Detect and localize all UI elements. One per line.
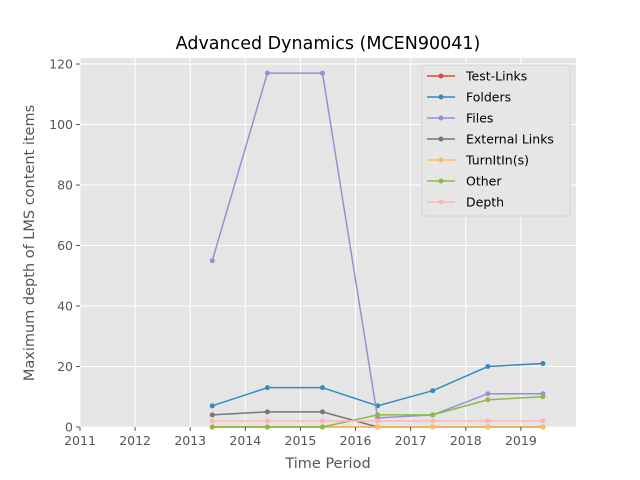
- data-point-depth: [319, 418, 325, 424]
- x-tick-label: 2019: [505, 433, 537, 448]
- data-point-folders: [264, 385, 270, 391]
- data-point-turnitin-s: [485, 424, 491, 430]
- data-point-other: [540, 394, 546, 400]
- legend-label: Other: [466, 174, 502, 189]
- data-point-depth: [264, 418, 270, 424]
- data-point-files: [485, 391, 491, 397]
- legend-swatch-marker: [438, 115, 444, 121]
- y-tick-label: 40: [57, 299, 73, 314]
- data-point-depth: [375, 418, 381, 424]
- legend-label: Test-Links: [465, 69, 527, 84]
- data-point-files: [209, 258, 215, 264]
- legend-swatch-marker: [438, 178, 444, 184]
- data-point-depth: [540, 418, 546, 424]
- legend-label: TurnItIn(s): [465, 153, 529, 168]
- legend-swatch-marker: [438, 73, 444, 79]
- data-point-external-links: [209, 412, 215, 418]
- legend-swatch-marker: [438, 157, 444, 163]
- legend-item-external-links: External Links: [427, 132, 554, 147]
- data-point-depth: [485, 418, 491, 424]
- x-tick-label: 2011: [64, 433, 96, 448]
- data-point-other: [430, 412, 436, 418]
- x-tick-label: 2017: [395, 433, 427, 448]
- legend-item-files: Files: [427, 111, 493, 126]
- x-tick-label: 2018: [450, 433, 482, 448]
- series-group: [209, 70, 546, 430]
- data-point-folders: [430, 388, 436, 394]
- y-tick-label: 60: [57, 238, 73, 253]
- x-tick-label: 2013: [174, 433, 206, 448]
- data-point-other: [209, 424, 215, 430]
- legend-item-turnitin-s: TurnItIn(s): [427, 153, 529, 168]
- x-tick-label: 2014: [229, 433, 261, 448]
- data-point-other: [485, 397, 491, 403]
- y-tick-label: 100: [49, 117, 73, 132]
- chart-title: Advanced Dynamics (MCEN90041): [176, 34, 481, 54]
- legend-item-other: Other: [427, 174, 502, 189]
- data-point-files: [319, 70, 325, 76]
- data-point-external-links: [264, 409, 270, 415]
- data-point-depth: [430, 418, 436, 424]
- data-point-files: [264, 70, 270, 76]
- data-point-external-links: [319, 409, 325, 415]
- legend-label: External Links: [466, 132, 554, 147]
- legend-swatch-marker: [438, 199, 444, 205]
- legend: Test-Links Folders Files External Links Turn…: [421, 64, 571, 217]
- data-point-folders: [209, 403, 215, 409]
- y-axis-label: Maximum depth of LMS content items: [22, 105, 38, 381]
- legend-label: Depth: [466, 195, 504, 210]
- data-point-other: [319, 424, 325, 430]
- series-depth: [209, 418, 546, 424]
- y-tick-label: 0: [65, 420, 73, 435]
- legend-swatch-marker: [438, 136, 444, 142]
- x-axis-label: Time Period: [284, 456, 370, 472]
- legend-box: [421, 64, 571, 217]
- data-point-other: [264, 424, 270, 430]
- data-point-turnitin-s: [540, 424, 546, 430]
- series-other: [209, 394, 546, 430]
- y-tick-label: 120: [49, 57, 73, 72]
- data-point-other: [375, 412, 381, 418]
- data-point-folders: [485, 364, 491, 370]
- legend-swatch-marker: [438, 94, 444, 100]
- legend-label: Folders: [466, 90, 511, 105]
- legend-label: Files: [466, 111, 493, 126]
- x-tick-label: 2016: [340, 433, 372, 448]
- legend-item-test-links: Test-Links: [427, 69, 527, 84]
- series-files: [209, 70, 546, 421]
- y-tick-label: 20: [57, 359, 73, 374]
- y-axis-ticks: 0 20 40 60 80 100 120: [49, 57, 80, 435]
- y-tick-label: 80: [57, 178, 73, 193]
- x-tick-label: 2015: [285, 433, 317, 448]
- x-tick-label: 2012: [119, 433, 151, 448]
- data-point-turnitin-s: [375, 424, 381, 430]
- x-axis-ticks: 2011 2012 2013 2014 2015 2016 2017 2018 2019: [64, 427, 537, 448]
- data-point-depth: [209, 418, 215, 424]
- legend-item-depth: Depth: [427, 195, 504, 210]
- legend-item-folders: Folders: [427, 90, 511, 105]
- data-point-folders: [319, 385, 325, 391]
- data-point-folders: [540, 360, 546, 366]
- data-point-turnitin-s: [430, 424, 436, 430]
